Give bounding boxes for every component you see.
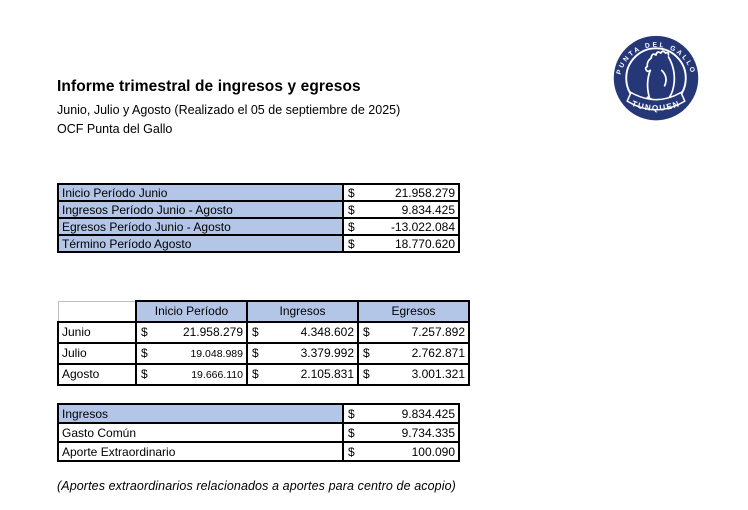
currency-symbol: $ [363, 346, 370, 360]
currency-symbol: $ [141, 346, 148, 360]
row-value-cell: $ -13.022.084 [342, 217, 460, 236]
row-value-cell: $18.770.620 [342, 234, 460, 253]
table-row: Julio $19.048.989 $3.379.992 $2.762.871 [57, 341, 470, 365]
table-row: Egresos Período Junio - Agosto $ -13.022.… [57, 217, 460, 236]
currency-symbol: $ [252, 346, 259, 360]
cell-value: 3.001.321 [411, 367, 465, 381]
inicio-cell: $19.666.110 [135, 362, 248, 386]
row-value-cell: $100.090 [342, 441, 460, 462]
page-title: Informe trimestral de ingresos y egresos [57, 78, 361, 95]
empty-corner-cell [57, 300, 137, 323]
row-label: Aporte Extraordinario [57, 441, 344, 462]
row-value-cell: $9.734.335 [342, 422, 460, 443]
row-value: 21.958.279 [394, 185, 455, 200]
row-label: Ingresos [57, 403, 344, 424]
row-label: Gasto Común [57, 422, 344, 443]
egresos-cell: $2.762.871 [357, 341, 470, 365]
currency-symbol: $ [141, 325, 148, 339]
footnote: (Aportes extraordinarios relacionados a … [57, 479, 456, 493]
table-row: Inicio Período Junio $21.958.279 [57, 183, 460, 202]
org-name: OCF Punta del Gallo [57, 122, 173, 136]
currency-symbol: $ [348, 236, 355, 251]
table-row: Aporte Extraordinario $100.090 [57, 441, 460, 462]
row-value: 9.834.425 [401, 406, 455, 421]
row-value: -13.022.084 [390, 219, 455, 234]
month-label: Julio [57, 341, 137, 365]
ingresos-cell: $3.379.992 [246, 341, 359, 365]
currency-symbol: $ [348, 185, 355, 200]
column-header-inicio: Inicio Período [135, 300, 248, 323]
cell-value: 21.958.279 [182, 325, 243, 339]
row-label: Egresos Período Junio - Agosto [57, 217, 344, 236]
punta-del-gallo-logo: PUNTA DEL GALLO TUNQUEN [613, 35, 699, 121]
row-value-cell: $9.834.425 [342, 403, 460, 424]
cell-value: 4.348.602 [300, 325, 354, 339]
monthly-table: Inicio Período Ingresos Egresos Junio $2… [57, 300, 470, 386]
inicio-cell: $19.048.989 [135, 341, 248, 365]
report-subtitle: Junio, Julio y Agosto (Realizado el 05 d… [57, 103, 401, 117]
row-label: Ingresos Período Junio - Agosto [57, 200, 344, 219]
table-row: Gasto Común $9.734.335 [57, 422, 460, 443]
cell-value: 7.257.892 [411, 325, 465, 339]
currency-symbol: $ [348, 425, 355, 440]
currency-symbol: $ [348, 219, 355, 234]
row-value: 9.734.335 [401, 425, 455, 440]
cell-value: 2.762.871 [411, 346, 465, 360]
currency-symbol: $ [348, 406, 355, 421]
table-row: Ingresos $9.834.425 [57, 403, 460, 424]
table-row: Junio $21.958.279 $4.348.602 $7.257.892 [57, 320, 470, 344]
currency-symbol: $ [252, 325, 259, 339]
report-header: Informe trimestral de ingresos y egresos… [57, 78, 400, 139]
cell-value: 3.379.992 [300, 346, 354, 360]
currency-symbol: $ [252, 367, 259, 381]
currency-symbol: $ [348, 202, 355, 217]
row-value-cell: $21.958.279 [342, 183, 460, 202]
column-header-ingresos: Ingresos [246, 300, 359, 323]
ingresos-cell: $2.105.831 [246, 362, 359, 386]
cell-value: 19.048.989 [190, 348, 243, 360]
table-row: Término Período Agosto $18.770.620 [57, 234, 460, 253]
table-row: Ingresos Período Junio - Agosto $9.834.4… [57, 200, 460, 219]
egresos-cell: $7.257.892 [357, 320, 470, 344]
month-label: Junio [57, 320, 137, 344]
income-composition-table: Ingresos $9.834.425 Gasto Común $9.734.3… [57, 403, 460, 462]
row-label: Inicio Período Junio [57, 183, 344, 202]
logo-banner-text: TUNQUEN [630, 99, 681, 113]
row-value: 9.834.425 [401, 202, 455, 217]
egresos-cell: $3.001.321 [357, 362, 470, 386]
month-label: Agosto [57, 362, 137, 386]
currency-symbol: $ [363, 325, 370, 339]
currency-symbol: $ [348, 444, 355, 459]
row-value: 100.090 [411, 444, 455, 459]
cell-value: 19.666.110 [191, 369, 243, 381]
row-label: Término Período Agosto [57, 234, 344, 253]
inicio-cell: $21.958.279 [135, 320, 248, 344]
currency-symbol: $ [141, 367, 148, 381]
cell-value: 2.105.831 [300, 367, 354, 381]
summary-table: Inicio Período Junio $21.958.279 Ingreso… [57, 183, 460, 253]
column-header-egresos: Egresos [357, 300, 470, 323]
row-value: 18.770.620 [394, 236, 455, 251]
ingresos-cell: $4.348.602 [246, 320, 359, 344]
currency-symbol: $ [363, 367, 370, 381]
row-value-cell: $9.834.425 [342, 200, 460, 219]
table-row: Agosto $19.666.110 $2.105.831 $3.001.321 [57, 362, 470, 386]
logo-banner [626, 91, 686, 111]
monthly-header-row: Inicio Período Ingresos Egresos [57, 300, 470, 323]
